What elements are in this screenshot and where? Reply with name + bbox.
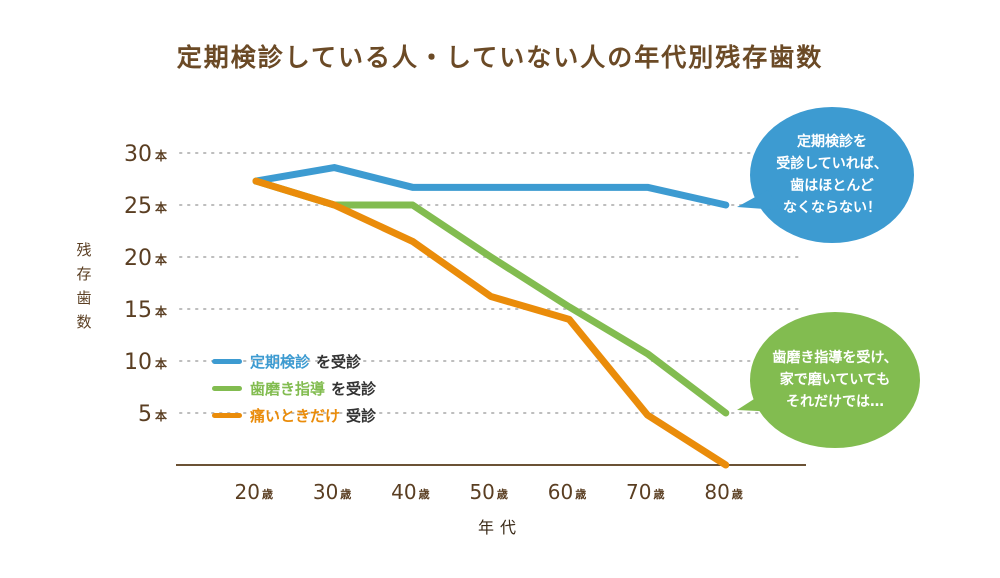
chart-title: 定期検診している人・していない人の年代別残存歯数 [176,43,824,72]
x-tick-unit: 歳 [262,487,273,501]
y-axis-label: 残存歯数 [76,241,92,331]
x-tick-label: 60 [548,480,573,504]
legend-label-tail: を受診 [316,353,362,371]
series-lines [252,164,730,469]
legend: 定期検診 を受診 歯磨き指導 を受診 痛いときだけ 受診 [212,348,376,429]
y-tick-label: 5 [138,402,152,427]
callout-bubble-regular-checkup [750,107,914,243]
callout-text-brushing-guidance: 歯磨き指導を受け、 家で磨いていても それだけでは… [772,350,898,410]
gridlines [179,152,801,414]
legend-label-main: 痛いときだけ [250,407,341,425]
legend-label-main: 歯磨き指導 [250,380,326,398]
y-tick-unit: 本 [155,356,167,371]
y-tick-unit: 本 [155,148,167,163]
legend-item-brushing-guidance: 歯磨き指導 を受診 [212,375,376,402]
callout-text-regular-checkup: 定期検診を 受診していれば、 歯はほとんど なくならない！ [776,134,888,216]
x-tick-label: 30 [313,480,338,504]
y-tick-label: 30 [124,142,152,167]
callout-tail [737,190,780,210]
callout-tail [737,392,780,412]
legend-label-tail: 受診 [346,407,377,425]
x-tick-unit: 歳 [732,487,743,501]
x-tick-label: 80 [704,480,729,504]
x-tick-label: 50 [469,480,494,504]
legend-swatch-orange [212,413,242,418]
y-tick-unit: 本 [155,200,167,215]
y-tick-label: 15 [124,298,152,323]
x-axis-ticks: 20 歳 30 歳 40 歳 50 歳 60 歳 70 歳 80 歳 [235,480,743,504]
x-tick-unit: 歳 [654,487,665,501]
callout-bubble-brushing-guidance [750,312,920,448]
legend-swatch-blue [212,359,242,364]
y-tick-label: 10 [124,350,152,375]
x-tick-label: 20 [235,480,260,504]
legend-item-only-when-painful: 痛いときだけ 受診 [212,402,376,429]
x-tick-label: 40 [391,480,416,504]
x-tick-unit: 歳 [497,487,508,501]
x-tick-unit: 歳 [575,487,586,501]
legend-label-main: 定期検診 [250,353,311,371]
y-tick-unit: 本 [155,304,167,319]
x-tick-label: 70 [626,480,651,504]
x-tick-unit: 歳 [340,487,351,501]
y-tick-unit: 本 [155,252,167,267]
x-tick-unit: 歳 [419,487,430,501]
legend-swatch-green [212,386,242,391]
callout-bubbles [737,107,920,448]
y-tick-label: 20 [124,246,152,271]
legend-item-regular-checkup: 定期検診 を受診 [212,348,376,375]
x-axis-label: 年代 [477,518,522,537]
y-tick-unit: 本 [155,408,167,423]
legend-label-tail: を受診 [331,380,377,398]
y-tick-label: 25 [124,194,152,219]
y-axis-ticks: 30 本25 本20 本15 本10 本5 本 [124,142,167,427]
